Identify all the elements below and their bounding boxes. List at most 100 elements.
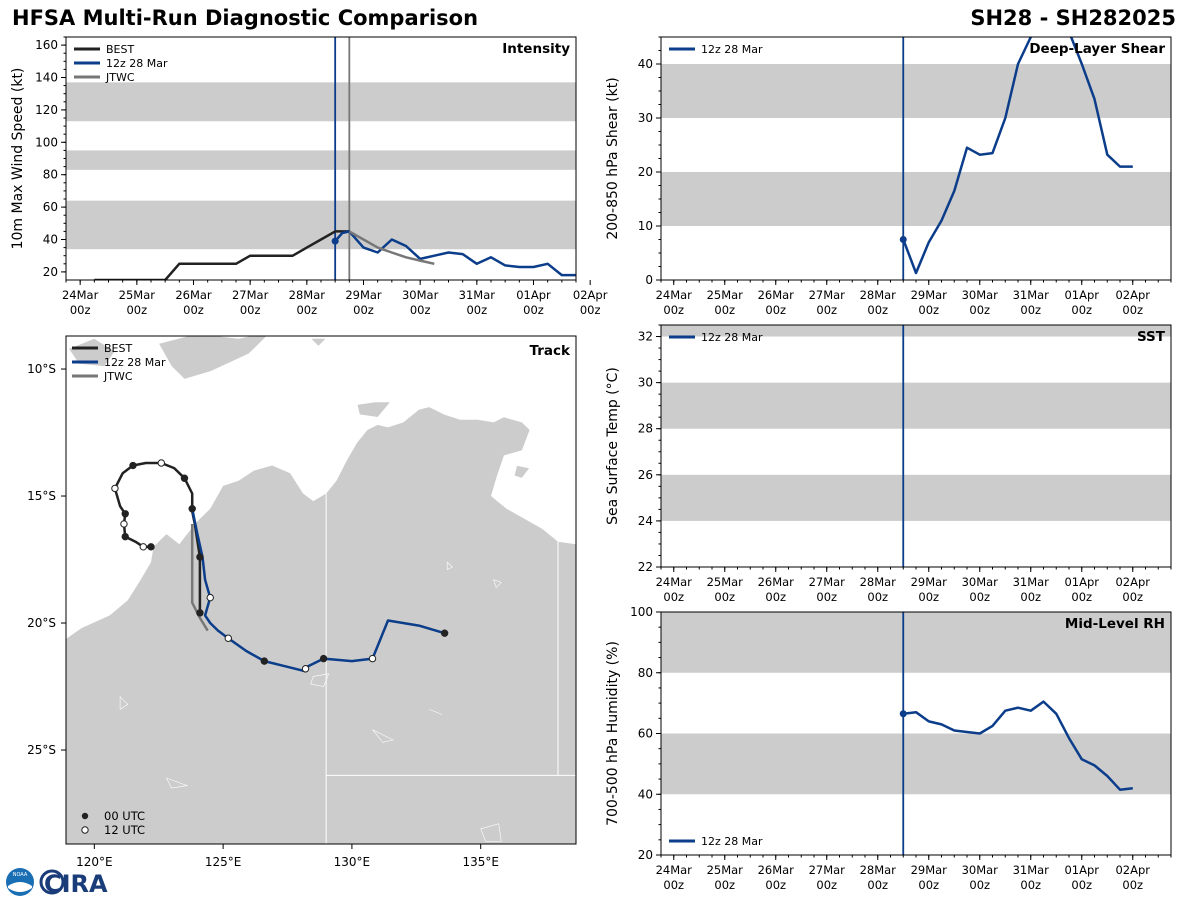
rh-xtick-label: 00z	[816, 878, 837, 892]
sst-xtick-label: 31Mar	[1013, 575, 1050, 589]
noaa-cira-logo: NOAA CIRA	[4, 866, 114, 898]
intensity-legend-best-label: BEST	[106, 43, 134, 56]
rh-panel: 2040608010024Mar00z25Mar00z26Mar00z27Mar…	[605, 605, 1172, 892]
shear-xtick-label: 00z	[867, 303, 888, 317]
sst-xtick-label: 29Mar	[911, 575, 948, 589]
rh-ytick-label: 40	[638, 787, 653, 801]
noaa-text: NOAA	[13, 872, 28, 878]
sst-xtick-label: 00z	[1122, 590, 1143, 604]
shear-xtick-label: 24Mar	[656, 288, 693, 302]
sst-ytick-label: 32	[638, 330, 653, 344]
sst-xtick-label: 00z	[867, 590, 888, 604]
cira-globe-icon	[39, 869, 65, 895]
sst-xtick-label: 00z	[663, 590, 684, 604]
rh-xtick-label: 00z	[969, 878, 990, 892]
intensity-xtick-label: 00z	[183, 303, 204, 317]
intensity-xtick-label: 29Mar	[345, 288, 382, 302]
land-group	[66, 336, 576, 844]
shear-xtick-label: 00z	[816, 303, 837, 317]
track-marker-12utc	[111, 484, 119, 493]
shear-title: Deep-Layer Shear	[1029, 41, 1165, 57]
sst-band	[661, 474, 1171, 521]
island	[119, 695, 129, 710]
legend-00utc-marker	[81, 812, 89, 820]
sst-xtick-label: 00z	[918, 590, 939, 604]
intensity-series-run	[334, 230, 576, 277]
shear-xtick-label: 29Mar	[911, 288, 948, 302]
track-jtwc	[190, 524, 209, 632]
intensity-xtick-label: 31Mar	[459, 288, 496, 302]
intensity-ytick-label: 160	[35, 38, 58, 52]
track-marker-00utc	[180, 474, 189, 482]
shear-series-run	[902, 37, 1133, 275]
rh-xtick-label: 00z	[867, 878, 888, 892]
track-marker-00utc	[129, 461, 137, 470]
track-marker-00utc	[121, 510, 129, 518]
sst-xtick-label: 00z	[969, 590, 990, 604]
intensity-ytick-label: 80	[43, 168, 58, 182]
intensity-xtick-label: 00z	[353, 303, 374, 317]
rh-xtick-label: 27Mar	[809, 863, 846, 877]
shear-xtick-label: 00z	[663, 303, 684, 317]
rh-xtick-label: 26Mar	[758, 863, 795, 877]
intensity-ytick-label: 40	[43, 233, 58, 247]
sst-xtick-label: 25Mar	[707, 575, 744, 589]
rh-xtick-label: 00z	[714, 878, 735, 892]
track-marker-00utc	[121, 532, 129, 541]
sst-band	[661, 382, 1171, 429]
intensity-xtick-label: 00z	[580, 303, 601, 317]
shear-init-point	[899, 236, 907, 243]
shear-xtick-label: 30Mar	[962, 288, 999, 302]
island	[165, 777, 189, 789]
cira-text: CIRA	[44, 870, 108, 898]
intensity-xtick-label: 00z	[523, 303, 544, 317]
intensity-xtick-label: 00z	[296, 303, 317, 317]
lat-tick-label: 20°S	[27, 616, 56, 630]
sst-xtick-label: 26Mar	[758, 575, 795, 589]
shear-ytick-label: 20	[638, 165, 653, 179]
track-marker-00utc	[196, 553, 204, 561]
sst-xtick-label: 00z	[816, 590, 837, 604]
chart-title: HFSA Multi-Run Diagnostic Comparison	[12, 6, 479, 30]
shear-legend-run-label: 12z 28 Mar	[701, 43, 763, 56]
rh-legend-run-label: 12z 28 Mar	[701, 835, 763, 848]
shear-xtick-label: 00z	[969, 303, 990, 317]
track-marker-00utc	[260, 657, 269, 665]
shear-ytick-label: 10	[638, 219, 653, 233]
intensity-series-jtwc	[348, 230, 435, 266]
sst-panel: 22242628303224Mar00z25Mar00z26Mar00z27Ma…	[605, 324, 1172, 604]
intensity-band	[66, 82, 576, 122]
track-legend-best-label: BEST	[104, 342, 132, 355]
track-marker-12utc	[206, 593, 214, 602]
intensity-title: Intensity	[502, 41, 570, 57]
rh-xtick-label: 29Mar	[911, 863, 948, 877]
island	[493, 579, 502, 589]
intensity-xtick-label: 30Mar	[402, 288, 439, 302]
shear-xtick-label: 25Mar	[707, 288, 744, 302]
lat-tick-label: 15°S	[27, 489, 56, 503]
sst-ylabel: Sea Surface Temp (°C)	[605, 367, 621, 525]
rh-xtick-label: 00z	[663, 878, 684, 892]
sst-xtick-label: 24Mar	[656, 575, 693, 589]
shear-ytick-label: 0	[645, 273, 653, 287]
legend-12utc-label: 12 UTC	[104, 823, 145, 837]
intensity-panel: 2040608010012014016024Mar00z25Mar00z26Ma…	[10, 36, 608, 317]
rh-xtick-label: 00z	[1122, 878, 1143, 892]
intensity-ytick-label: 100	[35, 135, 58, 149]
intensity-init-point	[331, 237, 339, 245]
intensity-series-best	[94, 230, 350, 280]
rh-xtick-label: 02Apr	[1115, 863, 1150, 877]
shear-ylabel: 200-850 hPa Shear (kt)	[605, 77, 621, 239]
intensity-band	[66, 150, 576, 170]
track-panel: 120°E 125°E 130°E 135°E 10°S 15°S 20°S 25°S Trac…	[27, 335, 577, 869]
track-marker-12utc	[157, 459, 166, 467]
track-title: Track	[530, 343, 571, 359]
rh-band	[661, 612, 1171, 673]
sst-band	[661, 325, 1171, 337]
rh-xtick-label: 28Mar	[860, 863, 897, 877]
intensity-xtick-label: 01Apr	[516, 288, 551, 302]
track-marker-00utc	[196, 609, 204, 617]
intensity-ytick-label: 120	[35, 103, 58, 117]
lon-tick-label: 120°E	[76, 855, 113, 869]
intensity-legend-jtwc-label: JTWC	[105, 71, 135, 84]
